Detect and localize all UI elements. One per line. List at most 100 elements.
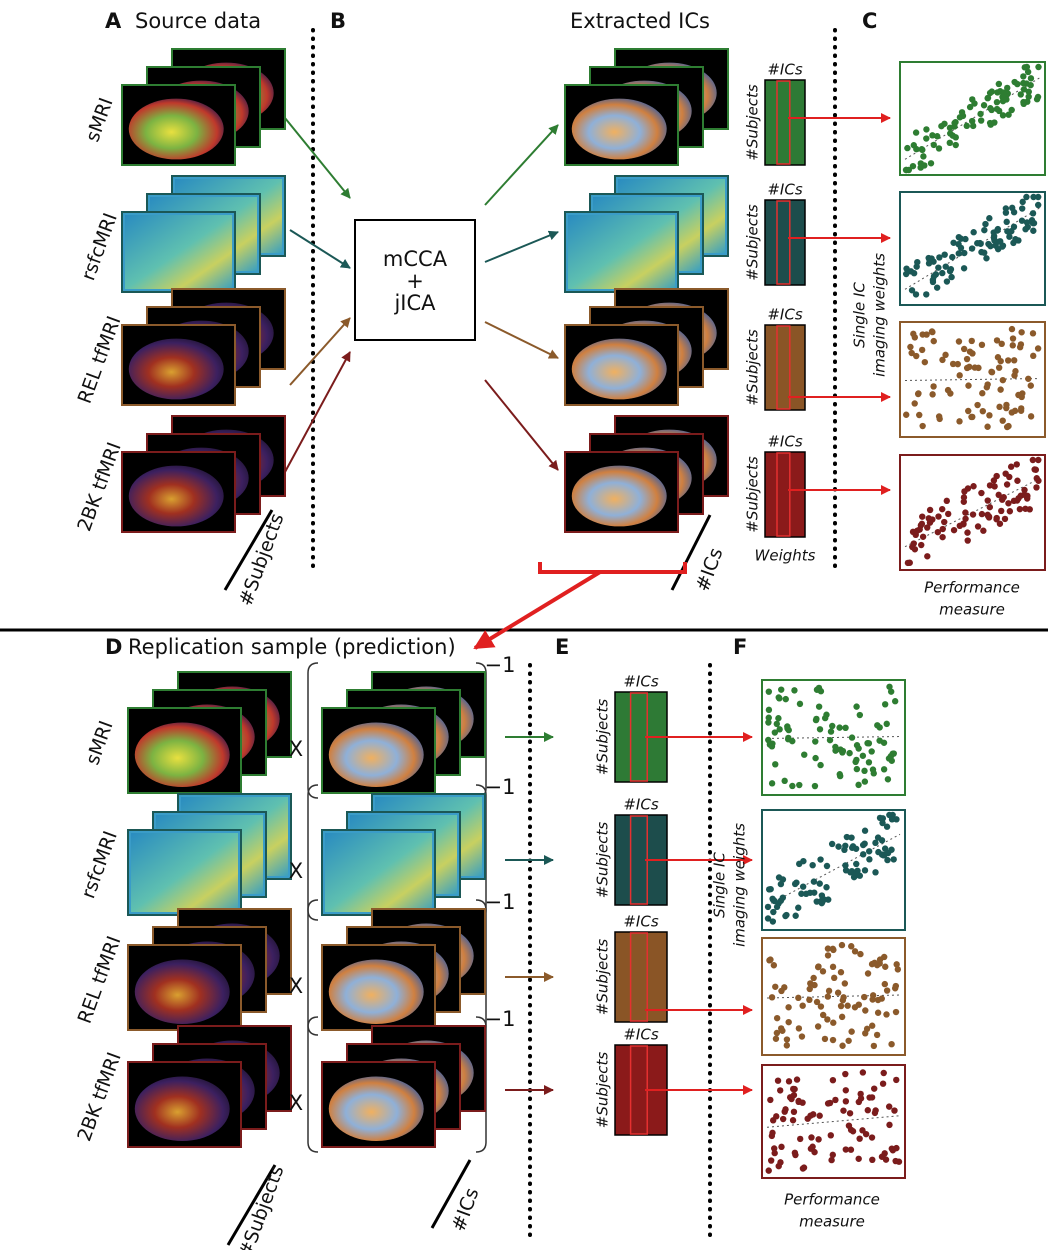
brain-image — [328, 959, 424, 1025]
scatter-dot — [796, 781, 803, 789]
scatter-dot — [824, 952, 832, 959]
scatter-dot — [943, 278, 951, 285]
scatter-dot — [1030, 352, 1037, 360]
scatter-dot — [1019, 198, 1026, 206]
scatter-dot — [1014, 80, 1021, 88]
matrix-row-label: #Subjects — [744, 204, 762, 281]
scatter-dot — [974, 401, 981, 409]
scatter-dot — [771, 897, 778, 905]
scatter-dot — [1026, 506, 1033, 513]
scatter-dot — [1013, 497, 1021, 504]
matrix-col-label: #ICs — [767, 433, 802, 451]
scatter-dot — [764, 915, 772, 922]
scatter-dot — [808, 1134, 815, 1141]
bracket — [307, 784, 319, 921]
scatter-dot — [985, 240, 992, 248]
connectivity-matrix — [568, 215, 675, 289]
scatter-dot — [924, 524, 931, 531]
selected-ic — [776, 80, 791, 165]
scatter-dot — [914, 258, 921, 266]
scatter-dot — [855, 1001, 862, 1008]
scatter-dot — [977, 117, 985, 124]
scatter-dot — [960, 494, 968, 501]
scatter-dot — [840, 1107, 847, 1114]
scatter-dot — [806, 985, 813, 993]
scatter-dot — [841, 980, 849, 987]
stack-axis — [430, 1159, 472, 1229]
scatter-dot — [1020, 86, 1028, 93]
scatter-dot — [791, 687, 798, 694]
scatter-dot — [914, 390, 922, 398]
scatter-dot — [771, 1145, 778, 1152]
matrix-row-label: #Subjects — [744, 84, 762, 161]
scatter-dot — [866, 856, 873, 863]
scatter-dot — [816, 1112, 823, 1119]
scatter-dot — [956, 522, 964, 530]
arrow — [473, 570, 602, 650]
scatter-dot — [920, 153, 927, 160]
scatter-dot — [916, 411, 923, 419]
scatter-dot — [1004, 357, 1012, 364]
scatter-dot — [932, 271, 940, 278]
scatter-dot — [962, 509, 969, 516]
scatter-dot — [919, 513, 926, 520]
scatter-dot — [966, 363, 973, 371]
scatter-dot — [994, 89, 1001, 96]
scatter-dot — [955, 250, 962, 257]
scatter-dot — [1009, 342, 1016, 349]
scatter-dot — [853, 703, 860, 710]
scatter-dot — [869, 1156, 876, 1164]
scatter-dot — [1017, 91, 1024, 98]
scatter-dot — [978, 510, 986, 518]
scatter-dot — [883, 720, 890, 728]
scatter-dot — [912, 129, 920, 136]
scatter-dot — [981, 249, 988, 256]
scatter-dot — [963, 355, 971, 363]
scatter-dot — [970, 483, 977, 490]
scatter-dot — [856, 1135, 863, 1142]
scatter-dot — [1006, 233, 1013, 240]
scatter-dot — [856, 872, 864, 879]
scatter-dot — [1025, 375, 1032, 382]
scatter-dot — [830, 1019, 837, 1026]
scatter-dot — [912, 291, 920, 298]
scatter-dot — [853, 860, 860, 868]
scatter-dot — [768, 743, 776, 750]
scatter-dot — [935, 513, 942, 520]
scatter-dot — [848, 1028, 855, 1035]
brain-image — [571, 465, 667, 527]
scatter-dot — [782, 695, 789, 703]
scatter-dot — [827, 728, 835, 735]
scatter-dot — [1030, 227, 1037, 234]
scatter-dot — [1003, 218, 1010, 226]
scatter-dot — [829, 1036, 837, 1044]
scatter-dot — [883, 987, 891, 994]
scatter-dot — [821, 1035, 829, 1043]
scatter-dot — [795, 904, 802, 911]
scatter-dot — [826, 1099, 834, 1107]
scatter-dot — [852, 758, 859, 766]
scatter-dot — [800, 857, 807, 865]
scatter-dot — [1017, 407, 1025, 414]
scatter-dot — [1003, 404, 1010, 412]
scatter-dot — [990, 477, 998, 484]
scatter-dot — [968, 117, 976, 125]
scatter-dot — [868, 748, 875, 755]
scatter-dot — [952, 141, 959, 149]
stack-axis-label: #ICs — [692, 545, 728, 595]
scatter-dot — [1017, 341, 1025, 348]
scatter-dot — [860, 851, 867, 858]
scatter-dot — [1000, 494, 1007, 501]
scatter-dot — [812, 754, 819, 762]
y-axis-label: imaging weights — [731, 823, 749, 947]
scatter-dot — [861, 827, 869, 834]
scatter-dot — [832, 1096, 839, 1104]
scatter-dot — [874, 722, 881, 729]
arrow — [484, 321, 559, 359]
scatter-dot — [983, 255, 990, 262]
scatter-dot — [893, 961, 900, 968]
scatter-dot — [1004, 84, 1011, 92]
modality-label: rsfcMRI — [77, 210, 122, 283]
scatter-dot — [993, 98, 1001, 106]
scatter-dot — [799, 1002, 806, 1009]
